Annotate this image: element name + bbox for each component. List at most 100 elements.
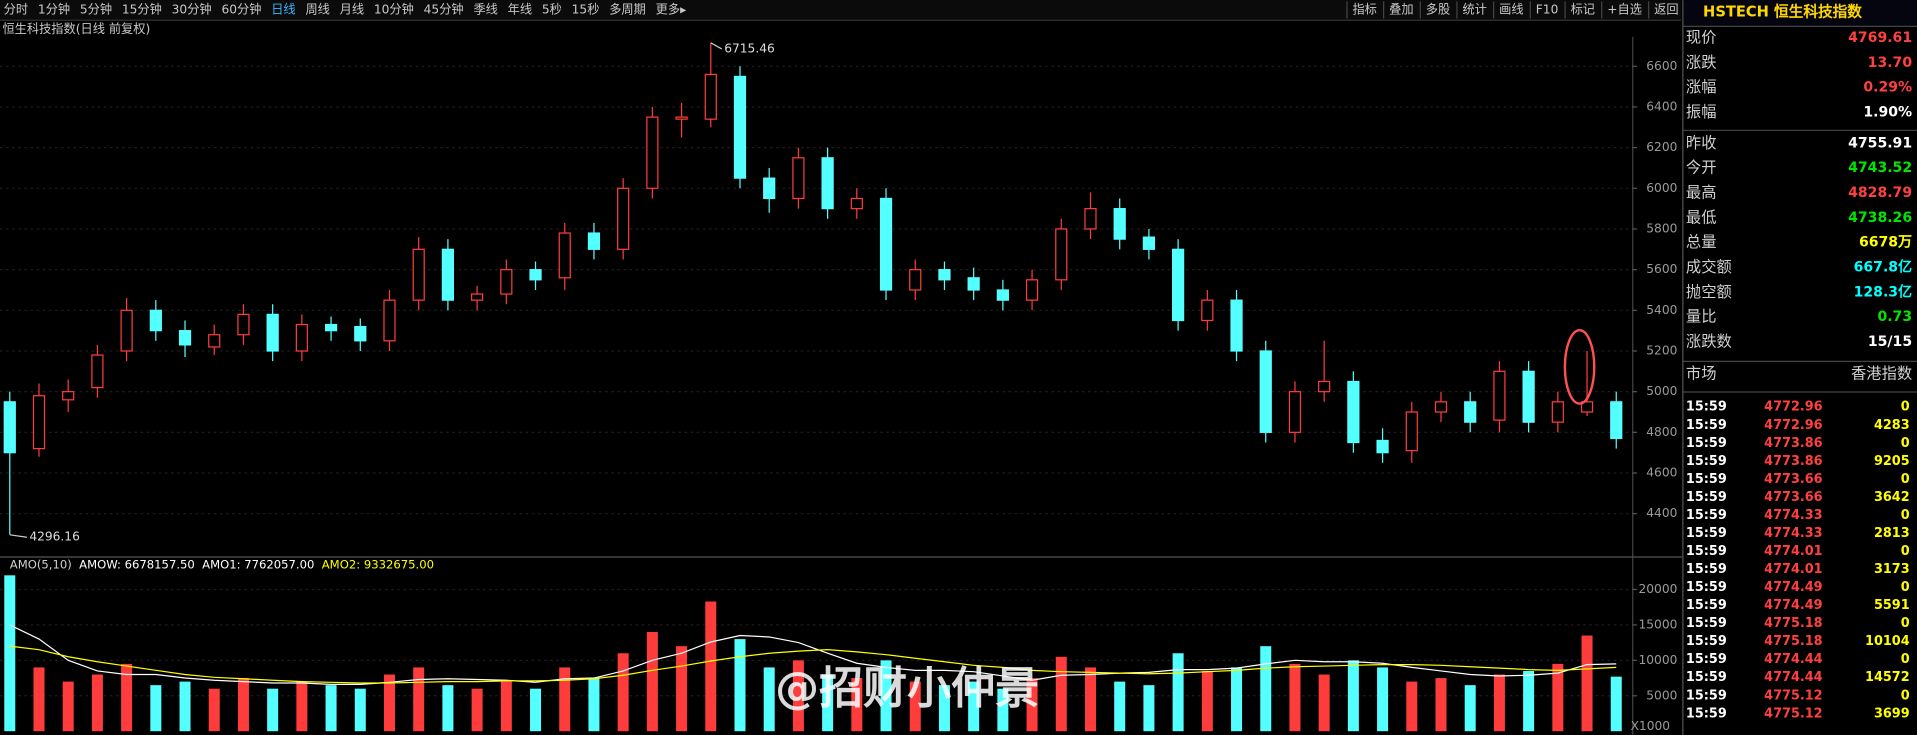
tool-button[interactable]: F10 — [1536, 2, 1559, 16]
quote-value: 13.70 — [1868, 55, 1913, 71]
candle-body — [120, 309, 133, 352]
y-tick-label: 5600 — [1646, 262, 1677, 276]
period-tab[interactable]: 30分钟 — [172, 1, 212, 16]
candle-body — [441, 248, 455, 301]
period-tab[interactable]: 多周期 — [609, 2, 646, 16]
y-tick-label: 5200 — [1646, 343, 1677, 357]
period-tab[interactable]: 分时 — [4, 2, 28, 16]
period-tab[interactable]: 10分钟 — [374, 1, 414, 16]
quote-value: 0.73 — [1877, 309, 1912, 325]
tick-time: 15:59 — [1686, 706, 1727, 721]
volume-bar — [1172, 653, 1184, 732]
period-tab[interactable]: 15秒 — [572, 2, 600, 16]
y-tick-label: 5000 — [1646, 384, 1677, 398]
candle-body — [792, 157, 805, 200]
tick-time: 15:59 — [1686, 508, 1727, 523]
annotation-pointer — [9, 534, 27, 538]
tick-price: 4773.86 — [1764, 436, 1823, 451]
tool-button[interactable]: 标记 — [1571, 2, 1595, 16]
candle-body — [646, 116, 659, 189]
tick-volume: 9205 — [1874, 454, 1910, 469]
period-tab[interactable]: 60分钟 — [221, 1, 261, 16]
volume-bar — [1610, 676, 1622, 732]
unit-label: X1000 — [1631, 719, 1670, 733]
indicator-line — [9, 645, 1617, 684]
candle-body — [558, 232, 571, 279]
tick-price: 4774.49 — [1764, 580, 1823, 595]
quote-value: 4769.61 — [1848, 30, 1912, 46]
tick-volume: 2813 — [1874, 526, 1910, 541]
highlight-ellipse — [1563, 328, 1596, 405]
candle-body — [237, 313, 250, 336]
volume-bar — [1523, 670, 1535, 732]
period-tab[interactable]: 年线 — [508, 2, 532, 16]
legend-entry: AMOW: 6678157.50 — [79, 557, 195, 571]
volume-bar — [383, 674, 395, 732]
period-tab[interactable]: 更多▸ — [656, 2, 687, 16]
volume-bar — [676, 646, 688, 732]
tick-price: 4774.33 — [1764, 526, 1822, 541]
tool-button[interactable]: 多股 — [1426, 2, 1450, 16]
period-tab[interactable]: 5秒 — [542, 2, 562, 16]
candle-body — [500, 269, 513, 295]
volume-bar — [1114, 681, 1126, 732]
chart-title: 恒生科技指数(日线 前复权) — [2, 21, 150, 36]
volume-bar — [1464, 685, 1476, 732]
tick-price: 4774.49 — [1764, 598, 1823, 613]
y-tick-label: 6600 — [1646, 59, 1677, 73]
tick-time: 15:59 — [1686, 652, 1727, 667]
candle-body — [1230, 299, 1243, 352]
candle-body — [1025, 279, 1039, 301]
tick-price: 4775.18 — [1764, 634, 1823, 649]
volume-bar — [997, 688, 1009, 732]
period-tab[interactable]: 1分钟 — [38, 1, 70, 16]
period-tab[interactable]: 周线 — [305, 2, 329, 16]
candle-body — [617, 187, 630, 250]
tool-button[interactable]: 统计 — [1462, 2, 1486, 16]
volume-bar — [1318, 674, 1330, 732]
tick-volume: 3699 — [1874, 706, 1910, 721]
legend-entry: AMO2: 9332675.00 — [322, 557, 434, 571]
tool-button[interactable]: 叠加 — [1389, 2, 1413, 16]
tool-button[interactable]: 指标 — [1352, 1, 1376, 16]
volume-bar — [442, 685, 454, 732]
period-tab[interactable]: 季线 — [473, 2, 497, 16]
candle-body — [1113, 208, 1126, 240]
volume-bar — [617, 653, 629, 732]
y-tick-label: 4400 — [1646, 506, 1677, 520]
y-tick-label: 4800 — [1646, 425, 1677, 439]
candle-body — [383, 299, 396, 342]
quote-value: 4828.79 — [1848, 185, 1912, 201]
tick-time: 15:59 — [1686, 454, 1727, 469]
tick-time: 15:59 — [1686, 580, 1727, 595]
period-tab[interactable]: 日线 — [271, 2, 295, 16]
tick-time: 15:59 — [1686, 526, 1727, 541]
tick-volume: 0 — [1901, 616, 1910, 631]
volume-bar — [121, 663, 133, 732]
candle-body — [938, 269, 951, 281]
tick-time: 15:59 — [1686, 472, 1727, 487]
market-label: 市场 — [1686, 365, 1717, 383]
volume-bar — [354, 688, 366, 732]
tick-price: 4773.86 — [1764, 454, 1823, 469]
tool-button[interactable]: 返回 — [1654, 2, 1678, 16]
tool-button[interactable]: +自选 — [1607, 2, 1642, 16]
candle-body — [1464, 401, 1477, 423]
annotation: 6715.46 — [724, 41, 775, 55]
volume-bar — [150, 685, 162, 732]
y-tick-label: 5800 — [1646, 221, 1677, 235]
volume-bar — [968, 681, 980, 732]
tick-time: 15:59 — [1686, 418, 1727, 433]
period-tab[interactable]: 5分钟 — [80, 1, 112, 16]
volume-bar — [734, 639, 746, 732]
candle-body — [1493, 370, 1506, 421]
quote-label: 最高 — [1686, 184, 1717, 202]
tick-volume: 0 — [1901, 544, 1910, 559]
period-tab[interactable]: 月线 — [340, 2, 364, 16]
period-tab[interactable]: 15分钟 — [122, 1, 162, 16]
volume-bar — [208, 688, 220, 732]
period-tab[interactable]: 45分钟 — [424, 1, 464, 16]
tool-button[interactable]: 画线 — [1499, 2, 1523, 16]
volume-bar — [1055, 656, 1067, 732]
